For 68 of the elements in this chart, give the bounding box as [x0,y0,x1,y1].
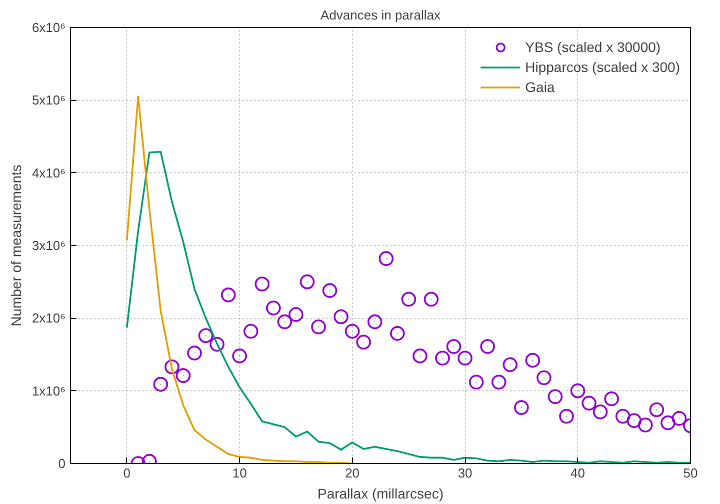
line-series [126,96,354,464]
point [311,320,326,334]
point [615,408,630,424]
point [468,374,484,390]
point [626,413,642,428]
point [220,288,236,302]
point [592,404,608,420]
point [548,389,563,404]
point [525,352,540,368]
x-tick-label: 40 [570,466,586,480]
point [356,334,371,350]
point [424,292,439,307]
point [638,418,653,432]
point [232,348,247,364]
point [334,309,348,324]
point [401,292,416,307]
point [210,336,224,352]
y-tick-label: 3x10⁶ [32,238,66,253]
point [367,314,382,330]
point [435,350,450,366]
point [153,376,168,392]
point [378,251,394,266]
point [480,339,495,354]
chart-title: Advances in parallax [320,8,441,22]
point [176,368,191,383]
line-series [126,150,690,464]
point [344,324,360,339]
y-tick-label: 6x10⁶ [32,20,66,35]
point [254,276,270,292]
point [458,350,472,366]
x-tick-label: 50 [683,466,698,480]
y-tick-label: 5x10⁶ [32,92,66,108]
point [243,324,258,339]
point [390,326,405,341]
legend-label: Hipparcos (scaled x 300) [525,59,680,75]
x-tick-label: 0 [123,466,130,480]
y-tick-label: 4x10⁶ [32,165,66,180]
point [266,300,281,316]
point [604,391,619,406]
point [514,400,529,415]
x-tick-label: 30 [458,466,472,480]
point [582,396,596,411]
point [536,370,552,386]
point [559,408,574,424]
x-axis-title: Parallax (millarcsec) [317,486,444,502]
x-tick-label: 10 [232,466,247,480]
y-tick-label: 2x10⁶ [32,310,66,326]
point [187,346,202,360]
point [300,274,315,290]
y-axis-title: Number of measurements [8,164,24,326]
point [672,411,687,426]
point [277,314,292,330]
point [660,415,676,430]
x-tick-label: 20 [345,466,360,480]
point [198,328,214,343]
point [446,339,462,354]
point [502,357,518,372]
point [288,307,304,322]
y-tick-label: 0 [58,456,66,471]
point [164,359,180,374]
point [412,348,428,364]
point [649,402,664,418]
legend-label: Gaia [525,79,555,95]
point [570,383,586,398]
point [491,374,506,390]
y-tick-label: 1x10⁶ [32,383,66,398]
point [322,283,338,298]
legend-label: YBS (scaled x 30000) [525,39,661,55]
